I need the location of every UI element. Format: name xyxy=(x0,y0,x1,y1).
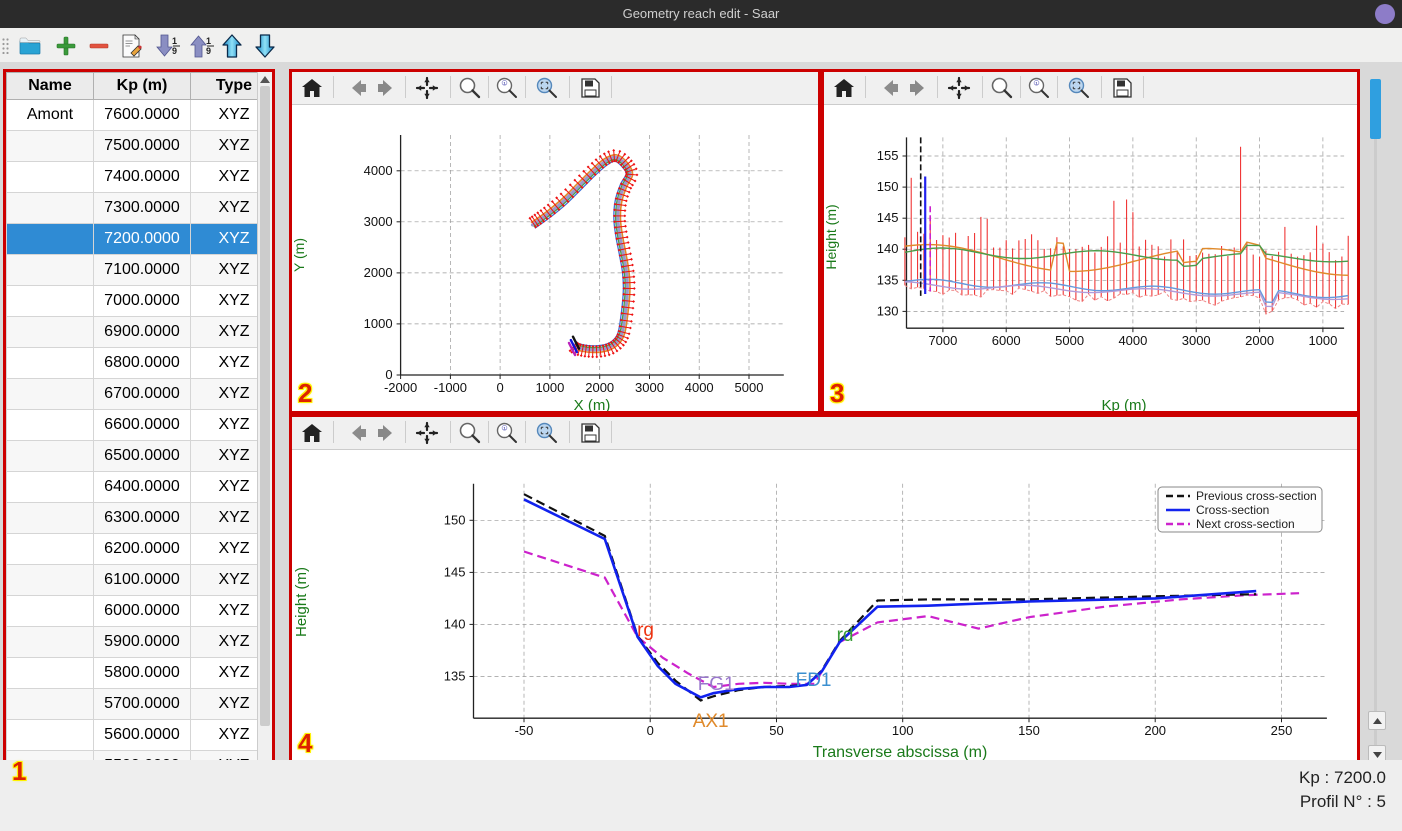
svg-text:1000: 1000 xyxy=(1308,333,1337,348)
svg-text:4000: 4000 xyxy=(364,163,393,178)
svg-text:7000: 7000 xyxy=(928,333,957,348)
svg-text:5000: 5000 xyxy=(735,380,764,395)
svg-text:6000: 6000 xyxy=(992,333,1021,348)
svg-text:2000: 2000 xyxy=(1245,333,1274,348)
svg-text:0: 0 xyxy=(647,723,654,738)
svg-text:9: 9 xyxy=(172,46,177,56)
svg-text:2000: 2000 xyxy=(585,380,614,395)
svg-text:200: 200 xyxy=(1144,723,1166,738)
svg-text:Height (m): Height (m) xyxy=(293,567,310,637)
svg-text:150: 150 xyxy=(1018,723,1040,738)
svg-text:Next cross-section: Next cross-section xyxy=(1196,517,1295,531)
svg-text:-50: -50 xyxy=(515,723,534,738)
svg-text:4000: 4000 xyxy=(685,380,714,395)
svg-text:135: 135 xyxy=(877,272,899,287)
svg-text:1000: 1000 xyxy=(535,380,564,395)
svg-text:Previous cross-section: Previous cross-section xyxy=(1196,489,1317,503)
svg-text:130: 130 xyxy=(877,303,899,318)
svg-text:FD1: FD1 xyxy=(796,670,832,691)
svg-text:Kp (m): Kp (m) xyxy=(1102,397,1147,414)
svg-text:145: 145 xyxy=(877,210,899,225)
svg-text:140: 140 xyxy=(877,241,899,256)
svg-text:1: 1 xyxy=(206,36,211,46)
svg-text:2000: 2000 xyxy=(364,265,393,280)
svg-text:4000: 4000 xyxy=(1118,333,1147,348)
svg-text:rd: rd xyxy=(837,625,854,646)
svg-text:3000: 3000 xyxy=(1182,333,1211,348)
svg-text:135: 135 xyxy=(444,669,466,684)
svg-text:-2000: -2000 xyxy=(384,380,417,395)
svg-text:FG1: FG1 xyxy=(698,674,735,695)
svg-text:100: 100 xyxy=(892,723,914,738)
svg-text:Transverse abscissa (m): Transverse abscissa (m) xyxy=(813,744,988,761)
svg-text:5000: 5000 xyxy=(1055,333,1084,348)
svg-text:9: 9 xyxy=(206,46,211,56)
svg-text:250: 250 xyxy=(1271,723,1293,738)
svg-text:X (m): X (m) xyxy=(574,397,611,414)
svg-text:AX1: AX1 xyxy=(693,711,729,732)
svg-text:155: 155 xyxy=(877,148,899,163)
svg-text:Height (m): Height (m) xyxy=(824,204,839,269)
svg-text:0: 0 xyxy=(385,367,392,382)
svg-text:3000: 3000 xyxy=(635,380,664,395)
svg-text:140: 140 xyxy=(444,616,466,631)
svg-text:-1000: -1000 xyxy=(434,380,467,395)
svg-text:150: 150 xyxy=(444,512,466,527)
svg-text:3000: 3000 xyxy=(364,214,393,229)
svg-text:0: 0 xyxy=(496,380,503,395)
svg-text:1000: 1000 xyxy=(364,316,393,331)
svg-text:Cross-section: Cross-section xyxy=(1196,503,1269,517)
svg-text:Y (m): Y (m) xyxy=(292,238,307,272)
svg-text:150: 150 xyxy=(877,179,899,194)
svg-text:50: 50 xyxy=(769,723,783,738)
svg-text:145: 145 xyxy=(444,564,466,579)
svg-text:rg: rg xyxy=(637,620,654,641)
svg-text:1: 1 xyxy=(172,36,177,46)
